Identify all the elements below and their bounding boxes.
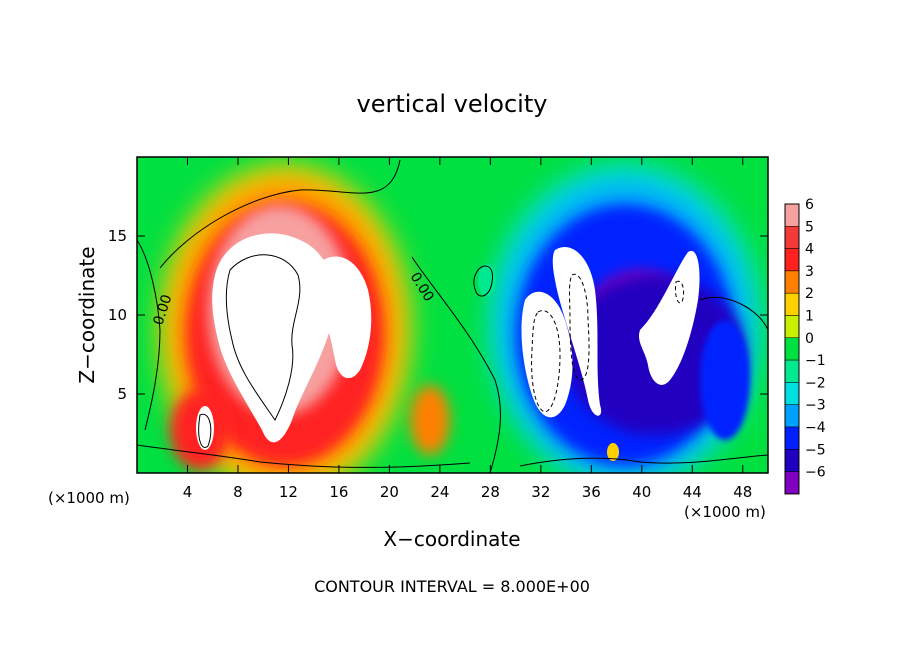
colorbar: 6 5 4 3 2 1 0 −1 −2 −3 −4 −5 −6 xyxy=(784,197,826,495)
contour-interval: CONTOUR INTERVAL = 8.000E+00 xyxy=(314,577,590,596)
colorbar-label: 4 xyxy=(805,242,814,258)
y-axis-label: Z−coordinate xyxy=(75,246,99,383)
colorbar-label: −3 xyxy=(805,398,826,414)
updraft-cell xyxy=(196,406,214,450)
colorbar-label: 2 xyxy=(805,286,814,302)
colorbar-swatch xyxy=(784,315,800,339)
colorbar-swatch xyxy=(784,449,800,472)
colorbar-label: 0 xyxy=(805,331,814,347)
y-tick-label: 10 xyxy=(108,306,127,324)
x-tick-label: 36 xyxy=(582,483,601,501)
colorbar-swatch xyxy=(784,203,800,227)
small-feature xyxy=(607,443,619,461)
x-tick-label: 32 xyxy=(531,483,550,501)
colorbar-swatch xyxy=(784,337,800,361)
x-tick-label: 12 xyxy=(279,483,298,501)
colorbar-frame xyxy=(784,203,800,495)
colorbar-swatch xyxy=(784,404,800,428)
x-tick-label: 16 xyxy=(329,483,348,501)
downdraft-region xyxy=(490,165,760,473)
colorbar-swatch xyxy=(784,270,800,294)
colorbar-label: 6 xyxy=(805,197,814,213)
downdraft-core-3 xyxy=(638,250,700,385)
updraft-core xyxy=(212,233,335,443)
colorbar-label: −1 xyxy=(805,353,826,369)
contour-lines xyxy=(137,159,768,473)
x-unit-left: (×1000 m) xyxy=(48,489,130,507)
x-tick-label: 8 xyxy=(233,483,243,501)
updraft-core-2 xyxy=(319,256,372,379)
colorbar-swatch xyxy=(784,471,800,495)
colorbar-swatch xyxy=(784,248,800,272)
colorbar-label: −5 xyxy=(805,442,826,458)
x-tick-label: 48 xyxy=(733,483,752,501)
colorbar-swatch xyxy=(784,226,800,249)
heatmap-field xyxy=(137,157,768,473)
chart-title: vertical velocity xyxy=(357,90,548,118)
colorbar-label: −4 xyxy=(805,420,826,436)
colorbar-label: 5 xyxy=(805,219,814,235)
colorbar-swatch xyxy=(784,426,800,450)
colorbar-label: −2 xyxy=(805,375,826,391)
x-tick-label: 4 xyxy=(183,483,193,501)
x-tick-label: 28 xyxy=(481,483,500,501)
small-feature xyxy=(478,264,496,296)
x-tick-label: 44 xyxy=(683,483,702,501)
downdraft-core xyxy=(521,291,573,418)
x-tick-label: 40 xyxy=(632,483,651,501)
y-tick-label: 15 xyxy=(108,227,127,245)
colorbar-swatch xyxy=(784,359,800,383)
colorbar-label: −6 xyxy=(805,465,826,481)
colorbar-label: 1 xyxy=(805,309,814,325)
x-axis-label: X−coordinate xyxy=(383,527,520,551)
y-tick-label: 5 xyxy=(117,385,127,403)
updraft-region xyxy=(160,165,450,473)
colorbar-swatch xyxy=(784,382,800,405)
x-tick-label: 24 xyxy=(430,483,449,501)
colorbar-label: 3 xyxy=(805,264,814,280)
x-unit-right: (×1000 m) xyxy=(684,503,766,521)
x-tick-label: 20 xyxy=(380,483,399,501)
colorbar-swatch xyxy=(784,292,800,316)
downdraft-core-2 xyxy=(552,246,602,416)
